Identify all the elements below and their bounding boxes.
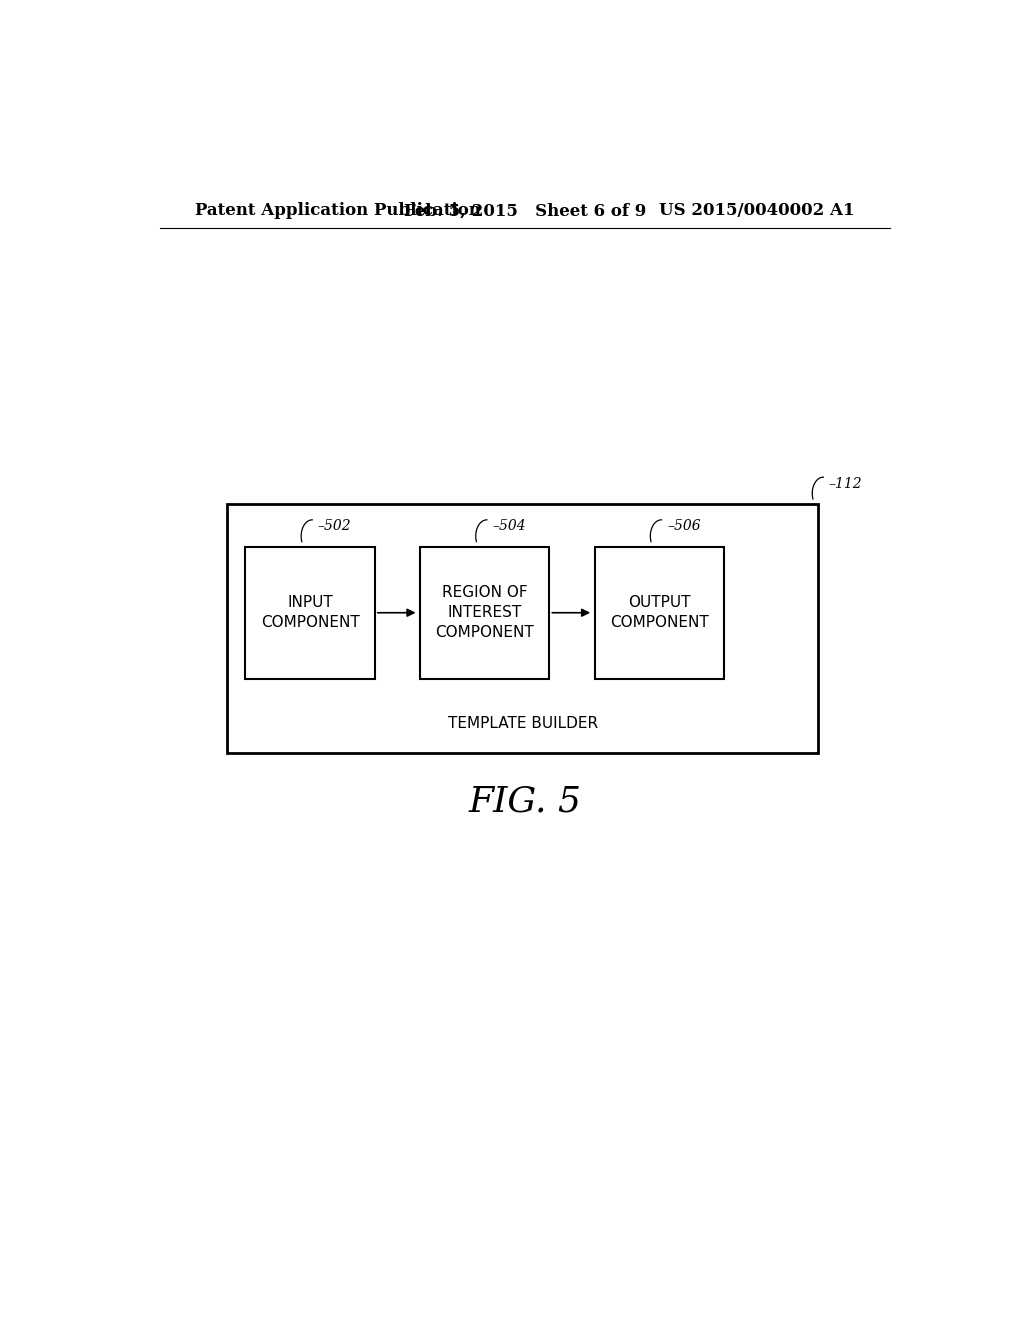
Text: US 2015/0040002 A1: US 2015/0040002 A1 [658, 202, 854, 219]
Bar [420, 546, 550, 678]
Text: –506: –506 [667, 520, 700, 533]
Text: REGION OF
INTEREST
COMPONENT: REGION OF INTEREST COMPONENT [435, 586, 535, 640]
Text: Feb. 5, 2015   Sheet 6 of 9: Feb. 5, 2015 Sheet 6 of 9 [403, 202, 646, 219]
Bar [227, 504, 818, 752]
Text: –112: –112 [828, 477, 862, 491]
Text: –504: –504 [493, 520, 526, 533]
Bar [595, 546, 724, 678]
Text: Patent Application Publication: Patent Application Publication [196, 202, 481, 219]
Bar [246, 546, 375, 678]
Text: –502: –502 [317, 520, 351, 533]
Text: OUTPUT
COMPONENT: OUTPUT COMPONENT [610, 595, 709, 630]
Text: INPUT
COMPONENT: INPUT COMPONENT [261, 595, 359, 630]
Text: TEMPLATE BUILDER: TEMPLATE BUILDER [447, 715, 598, 731]
Text: FIG. 5: FIG. 5 [468, 784, 582, 818]
